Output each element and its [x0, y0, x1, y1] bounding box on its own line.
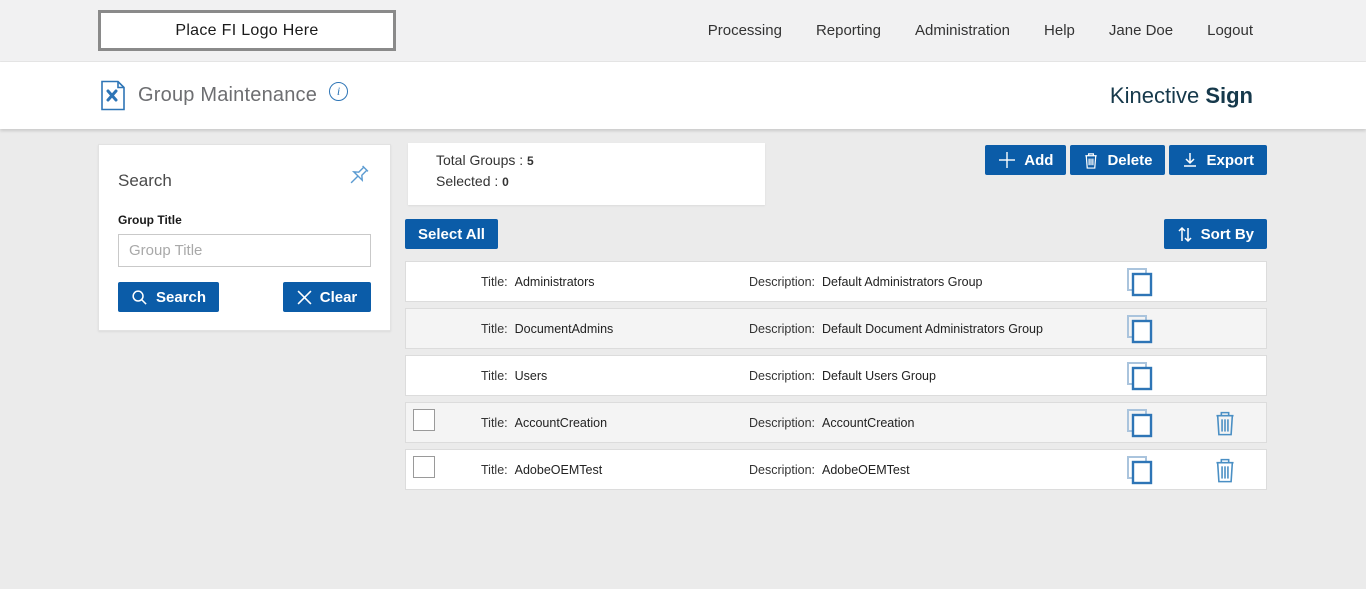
search-button[interactable]: Search	[118, 282, 219, 312]
clear-button[interactable]: Clear	[283, 282, 371, 312]
nav-help[interactable]: Help	[1044, 22, 1075, 39]
row-title: Title: AdobeOEMTest	[481, 462, 603, 477]
copy-icon[interactable]	[1124, 454, 1154, 486]
pin-icon[interactable]	[345, 163, 371, 189]
brand-suffix: Sign	[1205, 82, 1253, 108]
group-list: Title: Administrators Description: Default…	[405, 261, 1267, 496]
nav-processing[interactable]: Processing	[707, 22, 782, 39]
row-title: Title: Administrators	[481, 274, 595, 289]
nav-user-jane-doe[interactable]: Jane Doe	[1108, 22, 1174, 39]
main-content: Search Group Title Search	[0, 129, 1366, 589]
group-title-input[interactable]	[118, 234, 371, 267]
delete-button[interactable]: Delete	[1070, 145, 1166, 175]
top-bar: Place FI Logo Here Processing Reporting …	[0, 0, 1366, 62]
nav-administration[interactable]: Administration	[914, 22, 1011, 39]
table-row: Title: AccountCreation Description: Accoun…	[405, 402, 1267, 443]
table-row: Title: Administrators Description: Default…	[405, 261, 1267, 302]
row-description: Description: AdobeOEMTest	[749, 462, 910, 477]
export-button[interactable]: Export	[1169, 145, 1267, 175]
search-icon	[132, 289, 147, 305]
info-icon[interactable]: i	[329, 82, 349, 101]
sort-arrows-icon	[1178, 226, 1192, 242]
page-title: Group Maintenance	[138, 84, 318, 106]
nav-reporting[interactable]: Reporting	[815, 22, 881, 39]
table-row: Title: Users Description: Default Users Gr…	[405, 355, 1267, 396]
row-checkbox[interactable]	[413, 409, 435, 431]
copy-icon[interactable]	[1124, 407, 1154, 439]
row-description: Description: Default Administrators Group	[749, 274, 983, 289]
action-toolbar: Add Delete Export	[985, 145, 1267, 175]
copy-icon[interactable]	[1124, 313, 1154, 345]
copy-icon[interactable]	[1124, 360, 1154, 392]
page-header: Group Maintenance i Kinective Sign	[0, 62, 1366, 129]
row-title: Title: DocumentAdmins	[481, 321, 614, 336]
row-title: Title: Users	[481, 368, 548, 383]
fi-logo-text: Place FI Logo Here	[175, 21, 319, 39]
nav-logout[interactable]: Logout	[1207, 22, 1253, 39]
group-stats: Total Groups : 5 Selected : 0	[408, 143, 765, 205]
total-groups-count: 5	[527, 154, 534, 168]
row-description: Description: AccountCreation	[749, 415, 915, 430]
top-navigation: Processing Reporting Administration Help…	[708, 22, 1253, 39]
brand-name: Kinective	[1109, 82, 1200, 108]
maintenance-document-icon	[100, 80, 126, 111]
select-all-button[interactable]: Select All	[405, 219, 498, 249]
add-button[interactable]: Add	[985, 145, 1067, 175]
brand-logo: Kinective Sign	[1110, 83, 1253, 109]
delete-row-icon[interactable]	[1214, 457, 1236, 483]
selected-stat: Selected : 0	[436, 173, 509, 189]
download-icon	[1184, 153, 1197, 167]
row-description: Description: Default Document Administrat…	[749, 321, 1043, 336]
total-groups-stat: Total Groups : 5	[436, 152, 534, 168]
plus-icon	[999, 152, 1016, 168]
row-checkbox[interactable]	[413, 456, 435, 478]
search-panel-title: Search	[118, 171, 172, 190]
selected-count: 0	[502, 175, 509, 189]
table-row: Title: AdobeOEMTest Description: AdobeOEMT…	[405, 449, 1267, 490]
sort-by-button[interactable]: Sort By	[1163, 219, 1267, 249]
fi-logo-placeholder: Place FI Logo Here	[98, 10, 396, 51]
row-description: Description: Default Users Group	[749, 368, 936, 383]
table-row: Title: DocumentAdmins Description: Default…	[405, 308, 1267, 349]
search-panel: Search Group Title Search	[98, 144, 391, 331]
clear-x-icon	[297, 290, 312, 304]
trash-icon	[1085, 152, 1098, 169]
group-title-label: Group Title	[118, 213, 182, 227]
delete-row-icon[interactable]	[1214, 410, 1236, 436]
copy-icon[interactable]	[1124, 266, 1154, 298]
row-title: Title: AccountCreation	[481, 415, 608, 430]
